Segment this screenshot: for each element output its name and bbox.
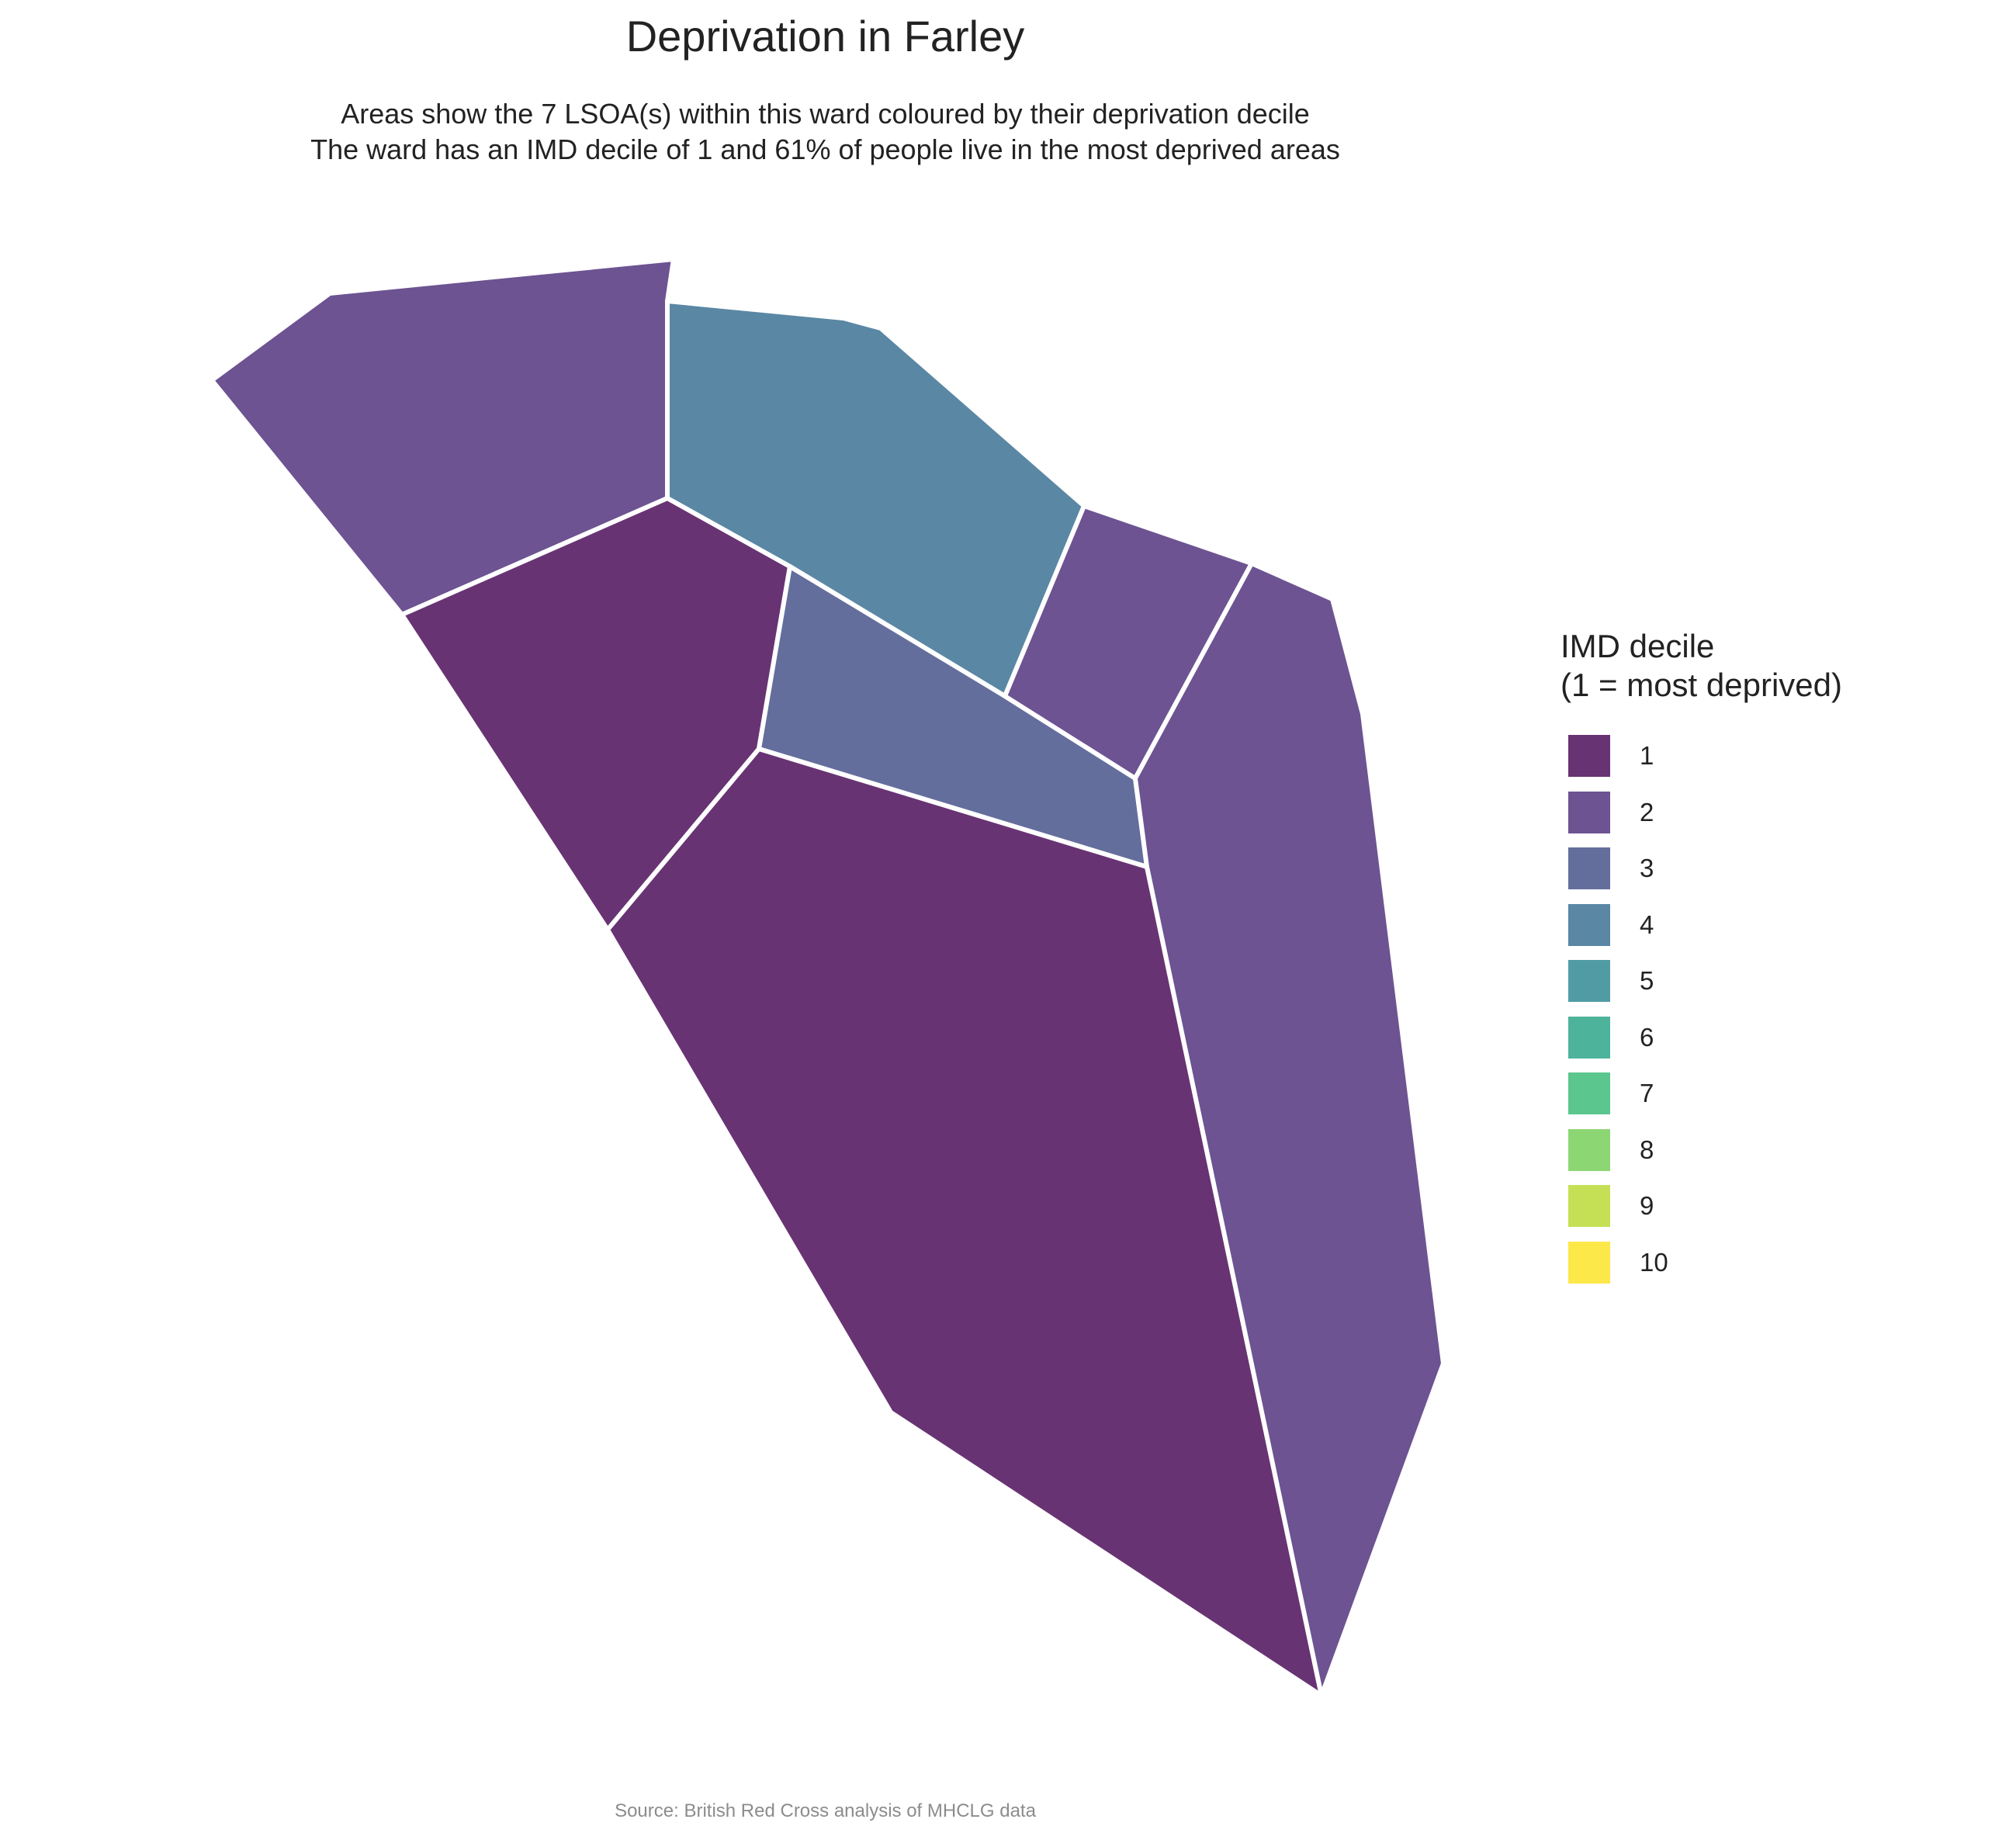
legend-label: 2 bbox=[1640, 797, 1654, 826]
legend-title-line-1: IMD decile bbox=[1560, 628, 1715, 664]
legend-title-line-2: (1 = most deprived) bbox=[1560, 667, 1842, 703]
legend: IMD decile (1 = most deprived) 1 2 3 4 5 6 7 8 9… bbox=[1560, 627, 1842, 1291]
legend-item: 1 bbox=[1560, 728, 1842, 785]
legend-title: IMD decile (1 = most deprived) bbox=[1560, 627, 1842, 705]
legend-label: 1 bbox=[1640, 741, 1654, 771]
legend-item: 7 bbox=[1560, 1065, 1842, 1122]
legend-label: 10 bbox=[1640, 1247, 1668, 1277]
legend-item: 3 bbox=[1560, 840, 1842, 897]
legend-label: 9 bbox=[1640, 1191, 1654, 1221]
legend-swatch bbox=[1568, 847, 1610, 890]
subtitle-line-1: Areas show the 7 LSOA(s) within this war… bbox=[341, 98, 1310, 130]
legend-swatch bbox=[1568, 903, 1610, 946]
legend-label: 7 bbox=[1640, 1079, 1654, 1108]
map-subtitle: Areas show the 7 LSOA(s) within this war… bbox=[0, 96, 1651, 168]
legend-swatch bbox=[1568, 1016, 1610, 1059]
legend-item: 9 bbox=[1560, 1178, 1842, 1235]
legend-label: 3 bbox=[1640, 854, 1654, 883]
subtitle-line-2: The ward has an IMD decile of 1 and 61% … bbox=[310, 133, 1340, 165]
legend-items: 1 2 3 4 5 6 7 8 9 10 bbox=[1560, 728, 1842, 1291]
legend-swatch bbox=[1568, 1241, 1610, 1284]
lsoa-east[interactable] bbox=[1133, 561, 1446, 1698]
legend-label: 6 bbox=[1640, 1022, 1654, 1052]
legend-label: 4 bbox=[1640, 910, 1654, 939]
legend-item: 6 bbox=[1560, 1010, 1842, 1066]
legend-item: 2 bbox=[1560, 785, 1842, 841]
lsoa-south[interactable] bbox=[605, 747, 1324, 1698]
legend-item: 8 bbox=[1560, 1122, 1842, 1179]
legend-label: 5 bbox=[1640, 966, 1654, 996]
legend-swatch bbox=[1568, 1185, 1610, 1228]
map-title: Deprivation in Farley bbox=[625, 12, 1025, 61]
source-note: Source: British Red Cross analysis of MH… bbox=[615, 1800, 1036, 1821]
legend-swatch bbox=[1568, 1128, 1610, 1171]
legend-item: 5 bbox=[1560, 953, 1842, 1010]
legend-swatch bbox=[1568, 1072, 1610, 1115]
legend-item: 10 bbox=[1560, 1235, 1842, 1291]
legend-swatch bbox=[1568, 960, 1610, 1003]
legend-swatch bbox=[1568, 735, 1610, 778]
legend-swatch bbox=[1568, 791, 1610, 833]
legend-item: 4 bbox=[1560, 897, 1842, 954]
legend-label: 8 bbox=[1640, 1135, 1654, 1164]
